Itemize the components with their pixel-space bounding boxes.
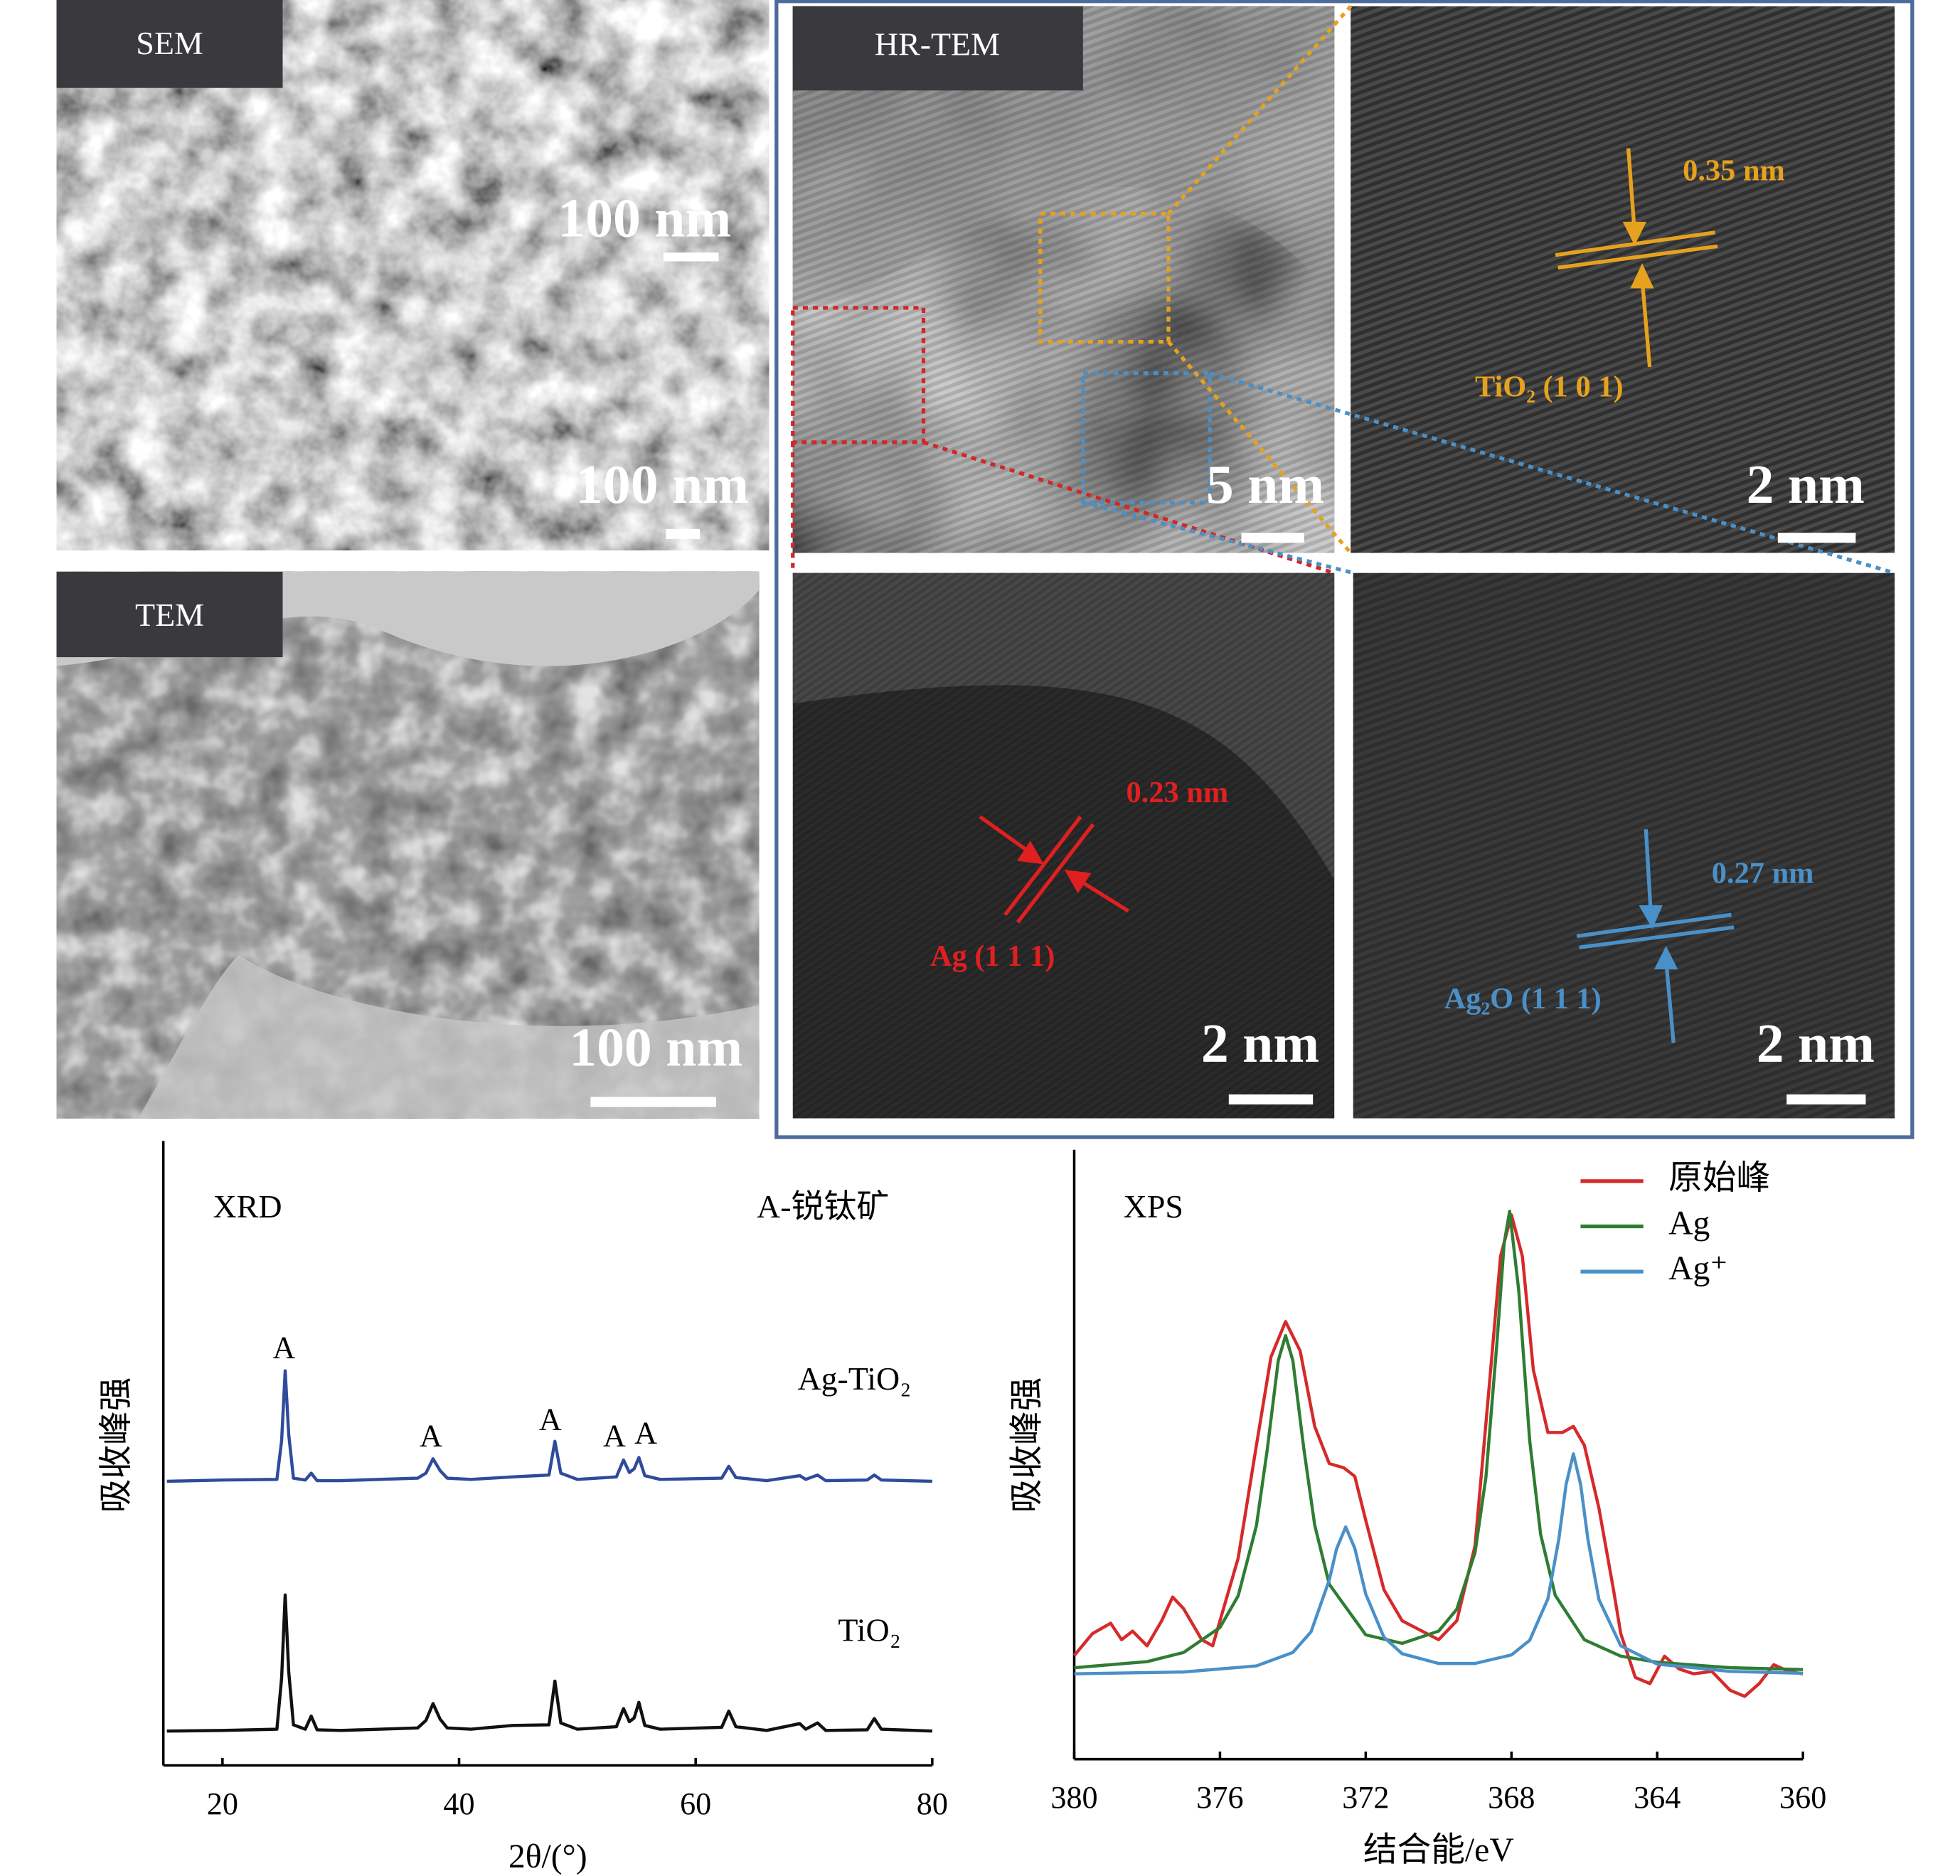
lattice-fringes	[792, 572, 1335, 1119]
panel-label: SEM	[136, 25, 203, 61]
x-tick-label: 372	[1342, 1780, 1389, 1815]
scale-bar	[663, 252, 719, 262]
legend-label: 原始峰	[1668, 1159, 1770, 1197]
lattice-spacing: 0.27 nm	[1712, 856, 1814, 890]
x-axis-label: 2θ/(°)	[508, 1838, 587, 1875]
x-tick-label: 40	[443, 1786, 474, 1821]
scale-bar-label: 100 nm	[575, 454, 749, 515]
data-line	[166, 1593, 932, 1733]
legend-note: A-锐钛矿	[757, 1188, 889, 1225]
scale-bar-label: 2 nm	[1201, 1013, 1319, 1074]
scale-bar-label: 2 nm	[1747, 454, 1865, 515]
scale-bar-label: 2 nm	[1757, 1013, 1875, 1074]
series-label: TiO₂	[838, 1612, 900, 1648]
peak-label: A	[603, 1418, 626, 1453]
zoom-box	[1081, 371, 1212, 505]
lattice-spacing: 0.23 nm	[1127, 776, 1229, 809]
lattice-plane: Ag (1 1 1)	[930, 939, 1055, 973]
scale-bar	[1241, 533, 1304, 543]
x-tick-label: 376	[1196, 1780, 1243, 1815]
scale-bar	[590, 1097, 716, 1107]
peak-label: A	[420, 1418, 442, 1453]
sem-inset	[403, 4, 770, 279]
lattice-fringes	[1351, 6, 1895, 553]
x-tick-label: 60	[680, 1786, 711, 1821]
x-tick-label: 360	[1779, 1780, 1826, 1815]
scale-bar	[666, 528, 701, 540]
tem-panel: TEM 100 nm	[56, 571, 760, 1119]
x-tick-label: 380	[1050, 1780, 1097, 1815]
tem-background	[138, 954, 760, 1119]
lattice-spacing: 0.35 nm	[1683, 154, 1785, 188]
label-box	[792, 6, 1083, 91]
lattice-fringes	[792, 6, 1335, 553]
hrtem-panel: HR-TEM 5 nm 2 nm 2 nm 2 nm 0.35 nm TiO₂ …	[774, 0, 1914, 1139]
scale-bar-label: 100 nm	[558, 187, 731, 248]
peak-label: A	[539, 1402, 562, 1437]
chart-title: XRD	[213, 1188, 282, 1225]
chart-title: XPS	[1124, 1188, 1183, 1225]
x-axis-label: 结合能/eV	[1363, 1831, 1514, 1869]
x-tick-label: 20	[207, 1786, 238, 1821]
zoom-line	[1166, 5, 1353, 555]
peak-label: A	[272, 1331, 295, 1365]
data-line	[1074, 1210, 1804, 1671]
zoom-box	[791, 306, 926, 444]
zoom-box	[1038, 211, 1171, 344]
label-box	[56, 0, 283, 88]
panel-label: HR-TEM	[875, 26, 1000, 63]
scale-bar	[1228, 1094, 1314, 1105]
y-axis-label: 吸收峰强	[1008, 1377, 1046, 1513]
hrtem-frame	[774, 0, 1914, 1139]
peak-label: A	[634, 1416, 657, 1451]
legend-label: Ag	[1668, 1204, 1710, 1242]
y-axis-label: 吸收峰强	[97, 1377, 135, 1513]
ag2o-annotation	[1576, 829, 1735, 1043]
series-label: Ag-TiO₂	[797, 1360, 911, 1397]
lattice-plane: TiO₂ (1 0 1)	[1475, 370, 1624, 403]
scale-bar-label: 5 nm	[1206, 454, 1324, 515]
legend-label: Ag⁺	[1668, 1249, 1727, 1287]
data-line	[1074, 1452, 1804, 1675]
lattice-plane: Ag₂O (1 1 1)	[1444, 982, 1602, 1016]
panel-label: TEM	[135, 597, 204, 633]
scale-bar	[1777, 533, 1856, 543]
data-line	[166, 1369, 932, 1483]
tio2-annotation	[1555, 148, 1718, 368]
sem-panel: SEM 100 nm 100 nm	[56, 0, 770, 550]
label-box	[56, 571, 283, 658]
scale-bar-label: 100 nm	[569, 1017, 742, 1078]
x-tick-label: 368	[1488, 1780, 1535, 1815]
lattice-fringes	[1353, 572, 1895, 1119]
x-tick-label: 80	[917, 1786, 948, 1821]
x-tick-label: 364	[1634, 1780, 1681, 1815]
scale-bar	[1786, 1094, 1866, 1105]
ag-annotation	[979, 815, 1129, 924]
